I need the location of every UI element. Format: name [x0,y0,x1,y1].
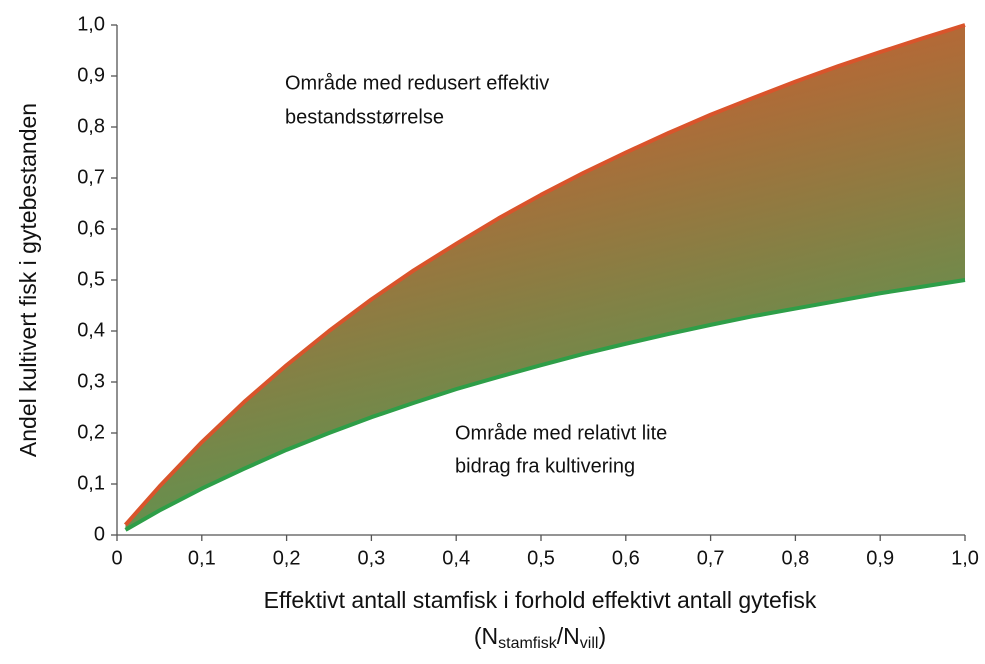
line-series [123,23,966,527]
y-tick-label: 0,5 [77,268,105,290]
x-tick-label: 0,6 [612,547,640,569]
annotation: Område med redusert effektiv [285,72,549,94]
x-tick-label: 0,3 [357,547,385,569]
line-series [124,278,966,532]
y-tick-label: 0,2 [77,421,105,443]
y-tick-label: 0,7 [77,166,105,188]
x-tick-label: 0,9 [866,547,894,569]
annotation: bestandsstørrelse [285,106,444,128]
x-tick-label: 0 [111,547,122,569]
x-axis-label: Effektivt antall stamfisk i forhold effe… [264,587,817,613]
x-tick-label: 0,4 [442,547,470,569]
y-tick-label: 1,0 [77,13,105,35]
x-tick-label: 0,7 [697,547,725,569]
x-tick-label: 0,2 [273,547,301,569]
x-tick-label: 1,0 [951,547,979,569]
band-fill [125,25,966,530]
y-tick-label: 0,8 [77,115,105,137]
y-tick-label: 0,1 [77,472,105,494]
y-tick-label: 0,4 [77,319,105,341]
y-tick-label: 0,6 [77,217,105,239]
y-tick-label: 0 [94,523,105,545]
x-tick-label: 0,1 [188,547,216,569]
x-axis-label-2: (Nstamfisk/Nvill) [474,623,606,652]
y-tick-label: 0,3 [77,370,105,392]
x-tick-label: 0,5 [527,547,555,569]
annotation: bidrag fra kultivering [455,455,635,477]
y-axis-label: Andel kultivert fisk i gytebestanden [15,103,41,457]
annotation: Område med relativt lite [455,422,667,444]
y-tick-label: 0,9 [77,64,105,86]
x-tick-label: 0,8 [781,547,809,569]
